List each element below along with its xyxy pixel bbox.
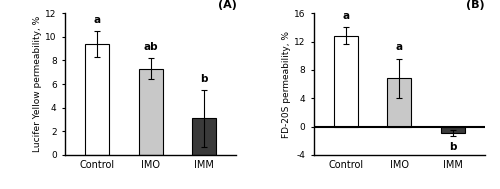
Text: ab: ab xyxy=(144,42,158,52)
Bar xyxy=(192,118,216,155)
Text: (B): (B) xyxy=(466,0,485,10)
Text: b: b xyxy=(449,142,456,152)
Y-axis label: FD-20S permeability, %: FD-20S permeability, % xyxy=(282,31,291,138)
Text: a: a xyxy=(94,15,100,25)
Text: b: b xyxy=(200,74,208,84)
Text: (A): (A) xyxy=(218,0,236,10)
Text: a: a xyxy=(396,42,403,52)
Bar xyxy=(441,127,465,133)
Bar xyxy=(334,36,358,127)
Y-axis label: Lucifer Yellow permeability, %: Lucifer Yellow permeability, % xyxy=(34,16,42,152)
Text: a: a xyxy=(342,11,349,21)
Bar xyxy=(138,69,163,155)
Bar xyxy=(85,44,109,155)
Bar xyxy=(387,78,411,127)
